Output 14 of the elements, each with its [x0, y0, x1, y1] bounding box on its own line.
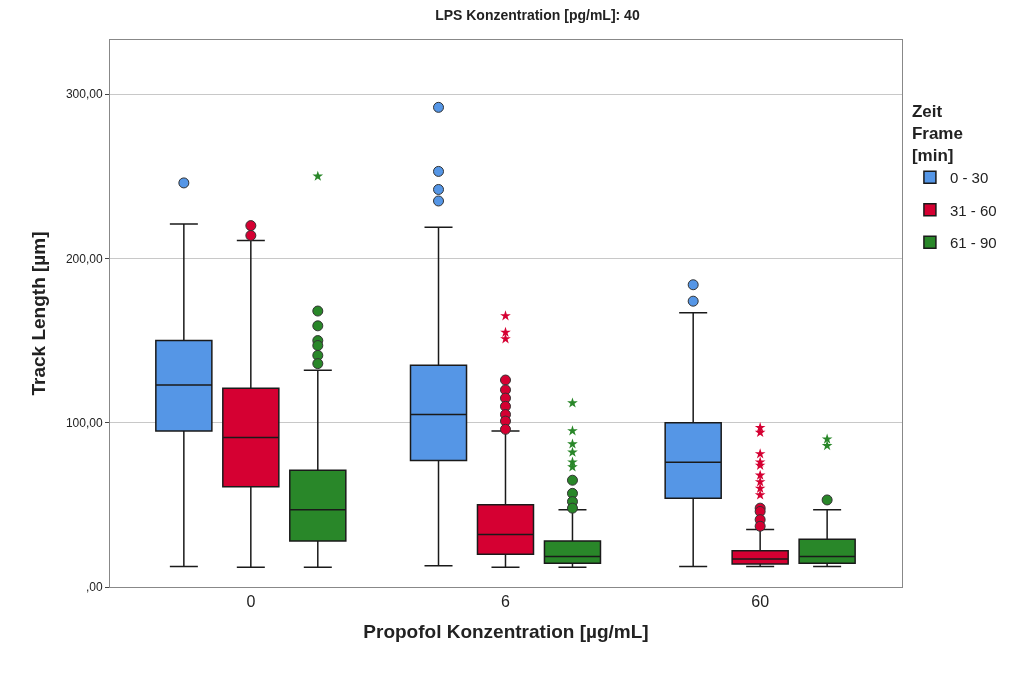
legend-label: 0 - 30: [949, 169, 989, 187]
x-tick-label: 6: [501, 593, 511, 611]
y-tick-label: ,00: [85, 580, 103, 595]
x-axis-title: Propofol Konzentration [µg/mL]: [363, 621, 649, 642]
y-tick-label: 200,00: [65, 251, 103, 266]
x-tick-label: 60: [751, 593, 770, 611]
legend-label: 31 - 60: [949, 201, 997, 219]
x-tick-label: 0: [246, 593, 256, 611]
legend-label: 61 - 90: [949, 234, 997, 252]
y-axis-title: Track Length [µm]: [27, 231, 49, 396]
y-tick-label: 100,00: [65, 415, 103, 430]
legend-title: Zeit Frame [min]: [911, 101, 963, 165]
y-tick-label: 300,00: [65, 87, 103, 102]
chart-title: LPS Konzentration [pg/mL]: 40: [435, 6, 640, 23]
